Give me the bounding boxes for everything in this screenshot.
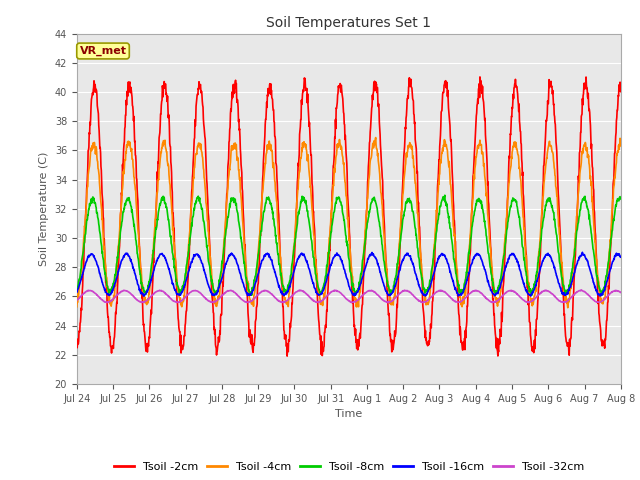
X-axis label: Time: Time — [335, 409, 362, 419]
Text: VR_met: VR_met — [79, 46, 127, 56]
Legend: Tsoil -2cm, Tsoil -4cm, Tsoil -8cm, Tsoil -16cm, Tsoil -32cm: Tsoil -2cm, Tsoil -4cm, Tsoil -8cm, Tsoi… — [109, 457, 588, 477]
Y-axis label: Soil Temperature (C): Soil Temperature (C) — [39, 152, 49, 266]
Title: Soil Temperatures Set 1: Soil Temperatures Set 1 — [266, 16, 431, 30]
